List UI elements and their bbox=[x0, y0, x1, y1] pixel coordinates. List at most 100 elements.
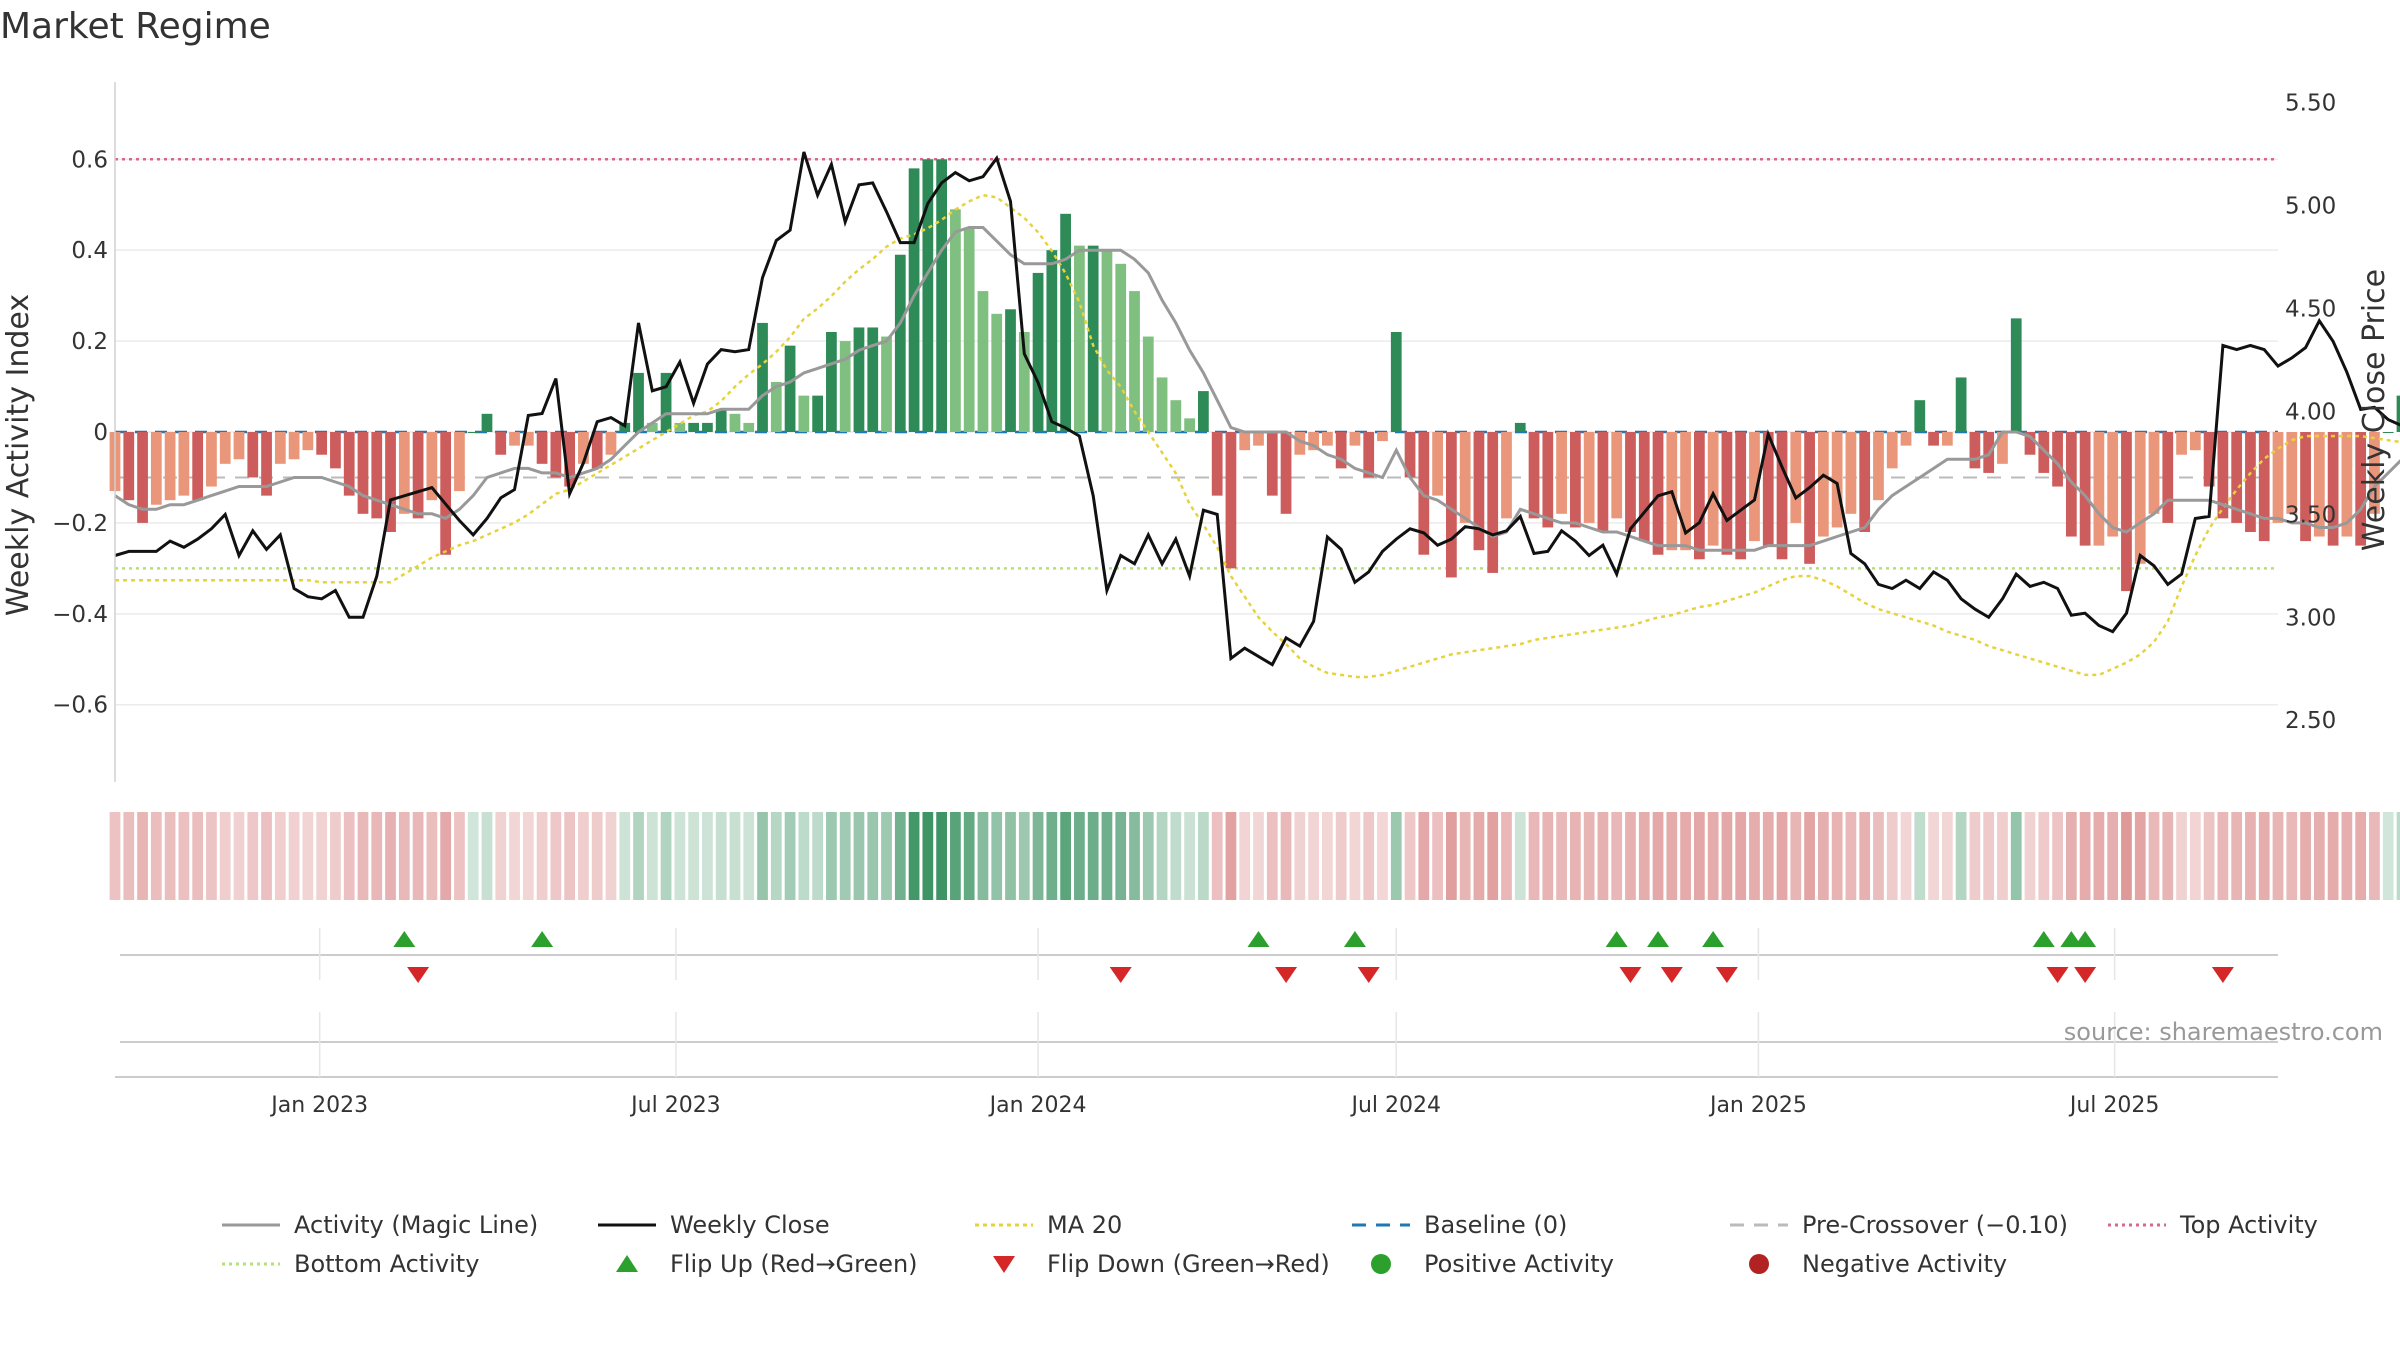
regime-strip-cell bbox=[1184, 812, 1195, 900]
regime-strip-cell bbox=[1101, 812, 1113, 900]
activity-bar bbox=[2024, 432, 2036, 455]
regime-strip-cell bbox=[894, 812, 906, 900]
regime-strip-cell bbox=[536, 812, 548, 900]
x-axis-ticks: Jan 2023 Jul 2023 Jan 2024 Jul 2024 Jan 2025… bbox=[269, 1093, 2159, 1118]
legend: Activity (Magic Line) Weekly Close MA 20 Ba… bbox=[222, 1211, 2318, 1278]
regime-strip-cell bbox=[109, 812, 121, 900]
regime-strip-cell bbox=[440, 812, 452, 900]
regime-strip-cell bbox=[1294, 812, 1306, 900]
regime-strip-cell bbox=[1790, 812, 1802, 900]
activity-bar bbox=[2093, 432, 2105, 546]
activity-bar bbox=[302, 432, 314, 451]
activity-bar bbox=[150, 432, 162, 505]
regime-strip-cell bbox=[1542, 812, 1554, 900]
x-tick-label: Jan 2025 bbox=[1708, 1093, 1807, 1118]
weekly-close-line bbox=[114, 151, 2400, 667]
activity-bar bbox=[1032, 272, 1044, 432]
regime-strip-cell bbox=[2093, 812, 2105, 900]
regime-strip-cell bbox=[2231, 812, 2243, 900]
regime-strip-cell bbox=[646, 812, 658, 900]
activity-bar bbox=[261, 432, 272, 496]
activity-bar bbox=[1266, 432, 1278, 496]
activity-bar bbox=[192, 432, 204, 501]
regime-strip-cell bbox=[1569, 812, 1581, 900]
activity-bar bbox=[2300, 432, 2311, 542]
activity-bar bbox=[798, 395, 810, 432]
regime-strip-cell bbox=[1597, 812, 1609, 900]
activity-bar bbox=[1115, 263, 1127, 432]
regime-strip-cell bbox=[1556, 812, 1567, 900]
activity-bar bbox=[1583, 432, 1595, 523]
regime-strip-cell bbox=[371, 812, 383, 900]
regime-strip-cell bbox=[2052, 812, 2063, 900]
regime-strip-cell bbox=[1611, 812, 1623, 900]
activity-bar bbox=[1528, 432, 1540, 519]
regime-strip-cell bbox=[977, 812, 989, 900]
activity-bar bbox=[1074, 245, 1085, 432]
regime-strip-cell bbox=[261, 812, 272, 900]
activity-bar bbox=[1294, 432, 1306, 455]
regime-strip-cell bbox=[330, 812, 341, 900]
activity-bar bbox=[1308, 432, 1319, 451]
activity-bar bbox=[991, 313, 1003, 432]
legend-item: Weekly Close bbox=[598, 1211, 830, 1239]
activity-bar bbox=[1156, 377, 1168, 432]
regime-strip-cell bbox=[1873, 812, 1884, 900]
regime-strip-cell bbox=[1528, 812, 1540, 900]
regime-strip-cell bbox=[1831, 812, 1843, 900]
flip-down-marker bbox=[2046, 967, 2069, 983]
regime-strip-cell bbox=[1638, 812, 1650, 900]
legend-label: Positive Activity bbox=[1424, 1250, 1614, 1278]
activity-bar bbox=[2313, 432, 2325, 537]
flip-down-marker bbox=[1109, 967, 1132, 983]
regime-strip-cell bbox=[1955, 812, 1967, 900]
activity-bar bbox=[743, 422, 755, 432]
activity-bar bbox=[123, 432, 135, 501]
regime-strip-cell bbox=[2286, 812, 2298, 900]
activity-bar bbox=[1487, 432, 1499, 573]
activity-bar bbox=[894, 254, 906, 432]
activity-bar bbox=[1349, 432, 1361, 446]
left-tick-label: −0.2 bbox=[52, 511, 108, 537]
regime-strip-cell bbox=[2272, 812, 2284, 900]
activity-bar bbox=[1817, 432, 1829, 537]
legend-swatch bbox=[1371, 1254, 1391, 1274]
regime-strip-cell bbox=[922, 812, 934, 900]
activity-bar bbox=[674, 422, 686, 432]
activity-bar bbox=[1129, 291, 1140, 432]
left-tick-label: −0.6 bbox=[52, 693, 108, 719]
regime-strip-cell bbox=[1170, 812, 1182, 900]
regime-strip-cell bbox=[881, 812, 892, 900]
regime-strip-cell bbox=[757, 812, 768, 900]
activity-bar bbox=[2134, 432, 2146, 564]
regime-strip-cell bbox=[2148, 812, 2160, 900]
regime-strip-cell bbox=[550, 812, 562, 900]
regime-strip-cell bbox=[1046, 812, 1058, 900]
activity-bar bbox=[1542, 432, 1554, 528]
right-y-ticks: 5.50 5.00 4.50 4.00 3.50 3.00 2.50 bbox=[2285, 91, 2336, 735]
regime-strip-cell bbox=[715, 812, 727, 900]
regime-strip-cell bbox=[1845, 812, 1857, 900]
regime-strip-cell bbox=[867, 812, 879, 900]
regime-strip-cell bbox=[1198, 812, 1209, 900]
activity-bar bbox=[1611, 432, 1623, 519]
regime-strip-cell bbox=[1514, 812, 1526, 900]
regime-strip-cell bbox=[1032, 812, 1044, 900]
regime-strip-cell bbox=[619, 812, 631, 900]
legend-label: Pre-Crossover (−0.10) bbox=[1802, 1211, 2068, 1239]
legend-item: Top Activity bbox=[2108, 1211, 2318, 1239]
regime-strip-cell bbox=[509, 812, 520, 900]
regime-strip-cell bbox=[770, 812, 782, 900]
x-tick-label: Jul 2024 bbox=[1350, 1093, 1442, 1118]
regime-strip-cell bbox=[908, 812, 920, 900]
left-tick-label: −0.4 bbox=[52, 602, 108, 628]
regime-strip-cell bbox=[1335, 812, 1347, 900]
flip-down-marker bbox=[1715, 967, 1738, 983]
regime-strip-cell bbox=[2010, 812, 2022, 900]
regime-strip-cell bbox=[233, 812, 245, 900]
activity-bar bbox=[481, 413, 493, 432]
legend-item: MA 20 bbox=[975, 1211, 1122, 1239]
activity-bar bbox=[2396, 395, 2400, 432]
activity-bar bbox=[1680, 432, 1691, 551]
